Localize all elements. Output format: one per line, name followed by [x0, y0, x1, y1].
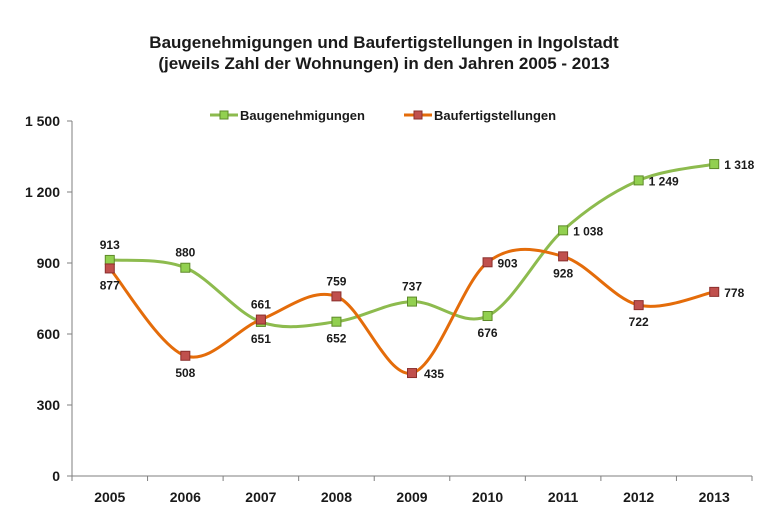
x-tick-label: 2009	[396, 489, 427, 505]
x-tick-label: 2005	[94, 489, 125, 505]
legend-marker-baufertigstellungen	[413, 110, 423, 120]
y-tick-label: 900	[37, 255, 61, 271]
data-label-baufertigstellungen: 508	[175, 366, 195, 380]
x-tick-label: 2006	[170, 489, 201, 505]
data-label-baufertigstellungen: 722	[629, 315, 649, 329]
data-label-baugenehmigungen: 1 318	[724, 158, 754, 172]
data-label-baufertigstellungen: 928	[553, 266, 573, 280]
data-label-baufertigstellungen: 759	[326, 274, 346, 288]
y-tick-label: 600	[37, 326, 61, 342]
series-line-baufertigstellungen	[108, 247, 715, 375]
data-point-baugenehmigungen	[558, 225, 569, 236]
data-point-baugenehmigungen	[709, 159, 720, 170]
data-point-baugenehmigungen	[104, 254, 115, 265]
chart-title-line-2: (jeweils Zahl der Wohnungen) in den Jahr…	[158, 54, 609, 73]
data-label-baufertigstellungen: 903	[498, 256, 518, 270]
x-tick-label: 2012	[623, 489, 654, 505]
data-point-baugenehmigungen	[407, 296, 417, 307]
data-point-baugenehmigungen	[633, 175, 644, 186]
legend-label-baufertigstellungen: Baufertigstellungen	[434, 108, 556, 123]
x-tick-label: 2008	[321, 489, 352, 505]
data-label-baugenehmigungen: 1 038	[573, 224, 603, 238]
data-label-baugenehmigungen: 737	[402, 280, 422, 294]
data-point-baufertigstellungen	[558, 251, 569, 262]
data-point-baufertigstellungen	[255, 314, 266, 325]
data-label-baufertigstellungen: 778	[724, 286, 744, 300]
data-label-baugenehmigungen: 880	[175, 246, 195, 260]
data-label-baugenehmigungen: 1 249	[649, 174, 679, 188]
data-label-baugenehmigungen: 913	[100, 238, 120, 252]
data-point-baugenehmigungen	[482, 311, 493, 322]
data-point-baugenehmigungen	[331, 316, 342, 327]
data-label-baufertigstellungen: 435	[424, 367, 444, 381]
data-point-baufertigstellungen	[633, 300, 644, 311]
data-label-baugenehmigungen: 676	[478, 326, 498, 340]
x-tick-label: 2010	[472, 489, 503, 505]
y-tick-label: 1 500	[25, 113, 60, 129]
y-tick-label: 1 200	[25, 184, 60, 200]
legend: Baugenehmigungen Baufertigstellungen	[210, 108, 556, 123]
y-tick-label: 300	[37, 397, 61, 413]
data-point-baufertigstellungen	[407, 368, 417, 379]
data-point-baufertigstellungen	[482, 257, 493, 268]
data-label-baugenehmigungen: 651	[251, 332, 271, 346]
data-point-baufertigstellungen	[331, 291, 342, 302]
data-label-baufertigstellungen: 877	[100, 278, 120, 292]
data-label-baugenehmigungen: 652	[326, 332, 346, 346]
legend-item-baufertigstellungen: Baufertigstellungen	[404, 108, 556, 123]
legend-item-baugenehmigungen: Baugenehmigungen	[210, 108, 365, 123]
plot-area: 913 880 651 652 737 676 1 038 1 249 1 318 877 508 6…	[100, 158, 755, 381]
data-point-baufertigstellungen	[180, 350, 191, 361]
data-point-baufertigstellungen	[709, 286, 720, 297]
x-tick-label: 2011	[548, 489, 579, 505]
data-point-baufertigstellungen	[104, 263, 115, 274]
legend-label-baugenehmigungen: Baugenehmigungen	[240, 108, 365, 123]
axes: 0 300 600 900 1 200 1 500 2005 2006 2007 2008 2009…	[25, 113, 753, 505]
x-tick-label: 2007	[245, 489, 276, 505]
data-label-baufertigstellungen: 661	[251, 298, 271, 312]
legend-marker-baugenehmigungen	[219, 110, 229, 120]
x-tick-label: 2013	[699, 489, 730, 505]
chart-title-line-1: Baugenehmigungen und Baufertigstellungen…	[149, 33, 619, 52]
data-point-baugenehmigungen	[180, 262, 191, 273]
y-tick-label: 0	[52, 468, 60, 484]
